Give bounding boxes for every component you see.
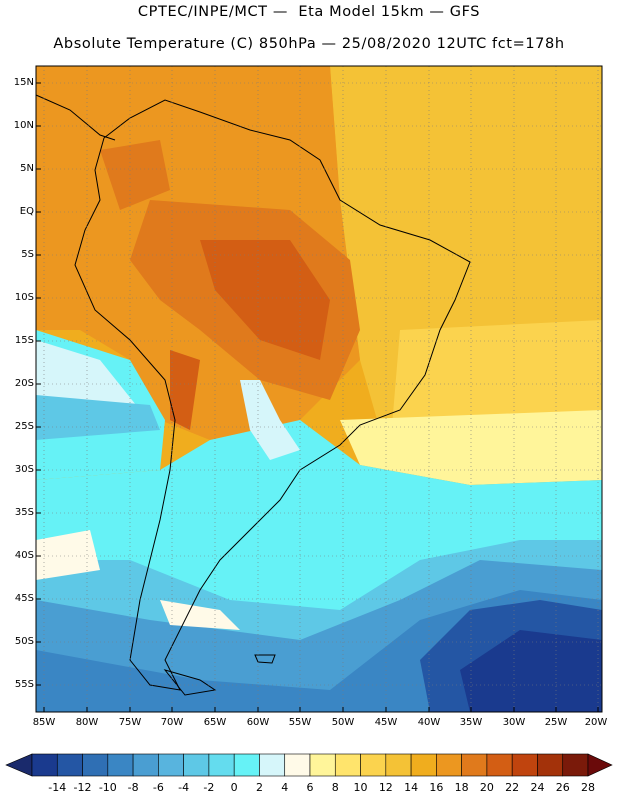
lon-label: 35W: [459, 717, 483, 728]
colorbar-swatch: [436, 753, 462, 777]
colorbar-swatch: [360, 753, 387, 777]
colorbar-swatch: [486, 753, 513, 777]
colorbar-swatch: [410, 753, 437, 777]
lon-label: 55W: [288, 717, 312, 728]
colorbar-label: 16: [429, 781, 444, 794]
colorbar-label: 24: [530, 781, 545, 794]
colorbar-label: 4: [281, 781, 289, 794]
colorbar-swatch: [284, 753, 311, 777]
lat-label: 35S: [14, 507, 34, 518]
colorbar-label: 6: [306, 781, 314, 794]
lat-label: 25S: [14, 421, 34, 432]
lat-label: 10S: [14, 292, 34, 303]
colorbar-swatch: [233, 753, 260, 777]
field-band-4-6-interior: [240, 380, 300, 460]
colorbar-label: 20: [479, 781, 494, 794]
lon-label: 30W: [502, 717, 526, 728]
colorbar-label: 28: [581, 781, 595, 794]
lat-label: 15N: [13, 77, 34, 88]
colorbar-swatch: [537, 753, 564, 777]
field-band-0-2-pacific: [36, 395, 160, 440]
field-band-minus14-minus12: [460, 630, 602, 712]
lat-label: 5S: [21, 249, 34, 260]
colorbar-label: 2: [255, 781, 263, 794]
colorbar-swatch: [461, 753, 488, 777]
colorbar-label: 0: [230, 781, 238, 794]
colorbar-label: 18: [454, 781, 469, 794]
lon-label: 70W: [160, 717, 184, 728]
colorbar: [5, 753, 613, 777]
colorbar-swatch: [82, 753, 109, 777]
colorbar-swatch: [183, 753, 210, 777]
colorbar-label: -12: [73, 781, 92, 794]
colorbar-swatch: [511, 753, 538, 777]
lat-label: 50S: [14, 636, 34, 647]
lon-label: 85W: [32, 717, 56, 728]
lat-label: 15S: [14, 335, 34, 346]
lon-label: 75W: [118, 717, 142, 728]
colorbar-arrow-high: [587, 753, 613, 777]
colorbar-swatch: [562, 753, 589, 777]
lat-label: 55S: [14, 679, 34, 690]
lon-label: 40W: [417, 717, 441, 728]
field-band-20-22-north: [100, 140, 170, 210]
colorbar-label: 26: [555, 781, 570, 794]
lat-label: 45S: [14, 593, 34, 604]
colorbar-label: 10: [353, 781, 368, 794]
lat-label: 40S: [14, 550, 34, 561]
colorbar-label: 8: [331, 781, 339, 794]
field-band-10-12: [340, 410, 602, 485]
lon-label: 80W: [75, 717, 99, 728]
lon-label: 50W: [331, 717, 355, 728]
colorbar-label: 22: [505, 781, 520, 794]
colorbar-label: 14: [404, 781, 419, 794]
colorbar-swatch: [56, 753, 83, 777]
header-title-line-2: Absolute Temperature (C) 850hPa — 25/08/…: [53, 36, 565, 52]
colorbar-swatch: [31, 753, 58, 777]
colorbar-swatch: [158, 753, 184, 777]
lon-label: 65W: [203, 717, 227, 728]
central-america: [35, 94, 116, 141]
colorbar-swatch: [334, 753, 361, 777]
colorbar-label: -10: [98, 781, 117, 794]
lon-label: 20W: [584, 717, 608, 728]
temperature-field: [36, 66, 602, 712]
colorbar-label: -4: [178, 781, 190, 794]
axis-ticks: [36, 82, 599, 712]
field-band-22-24-andes: [170, 350, 200, 430]
lon-label: 60W: [246, 717, 270, 728]
lat-label: 5N: [20, 163, 34, 174]
lat-label: 10N: [13, 120, 34, 131]
field-band-6-8-patagonia: [160, 600, 240, 630]
map-frame: [35, 65, 603, 713]
field-band-6-8-pacific-south: [36, 530, 100, 580]
colorbar-arrow-low: [5, 753, 33, 777]
field-band-4-6-pacific: [36, 340, 140, 410]
colorbar-swatch: [309, 753, 336, 777]
field-band-22-24: [200, 240, 330, 360]
colorbar-label: -2: [203, 781, 215, 794]
header-title-line-1: CPTEC/INPE/MCT — Eta Model 15km — GFS: [137, 4, 481, 20]
colorbar-label: -6: [152, 781, 164, 794]
lon-label: 25W: [544, 717, 568, 728]
lat-label: 20S: [14, 378, 34, 389]
colorbar-swatch: [132, 753, 159, 777]
south-america-coast: [74, 99, 471, 691]
colorbar-label: -14: [48, 781, 67, 794]
lat-label: 30S: [14, 464, 34, 475]
lat-label: EQ: [19, 206, 34, 217]
colorbar-label: -8: [127, 781, 139, 794]
lon-label: 45W: [374, 717, 398, 728]
colorbar-swatch: [107, 753, 134, 777]
falklands: [254, 654, 276, 664]
colorbar-swatch: [208, 753, 235, 777]
colorbar-swatch: [259, 753, 286, 777]
colorbar-swatch: [385, 753, 412, 777]
colorbar-label: 12: [378, 781, 393, 794]
